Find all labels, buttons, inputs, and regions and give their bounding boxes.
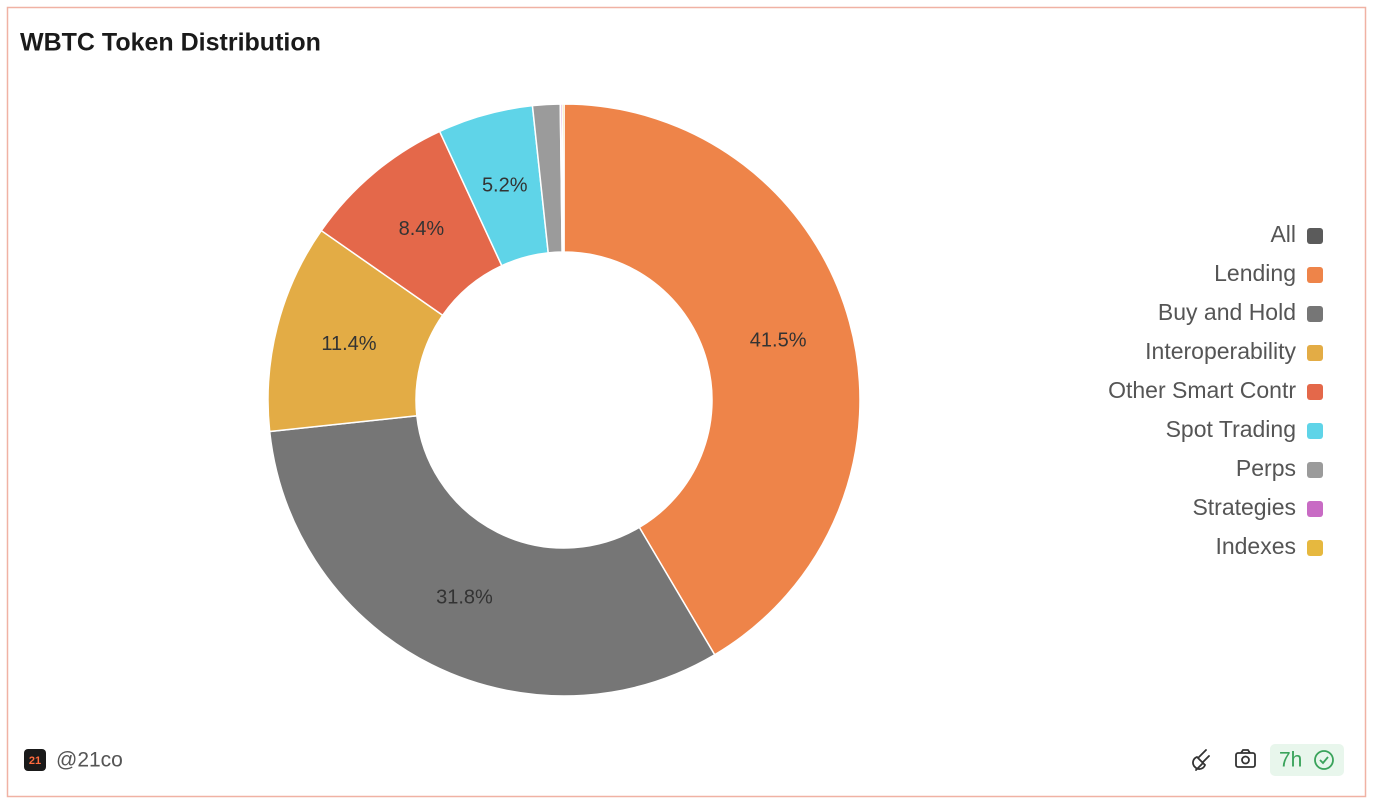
legend-swatch: [1307, 501, 1323, 517]
donut: 41.5% 31.8% 11.4% 8.4% 5.2%: [267, 103, 861, 697]
screenshot-icon[interactable]: [1235, 749, 1256, 768]
logo-text: 21: [29, 755, 41, 767]
legend-swatch: [1307, 345, 1323, 361]
data-label: 11.4%: [321, 333, 376, 355]
verified-icon: [1314, 750, 1334, 770]
legend: All Lending Buy and Hold Interoperability Ot…: [1108, 221, 1323, 559]
legend-label: Buy and Hold: [1158, 299, 1296, 325]
logo-badge: [24, 749, 46, 771]
legend-label: Perps: [1236, 455, 1296, 481]
legend-label: Indexes: [1215, 533, 1296, 559]
legend-swatch: [1307, 462, 1323, 478]
data-label: 41.5%: [750, 330, 807, 352]
embed-icon[interactable]: [1192, 749, 1210, 771]
legend-label: Other Smart Contr: [1108, 377, 1296, 403]
data-label: 5.2%: [482, 174, 528, 196]
legend-label: All: [1270, 221, 1296, 247]
chart-title: WBTC Token Distribution: [20, 29, 321, 57]
data-label: 31.8%: [436, 587, 493, 609]
legend-label: Interoperability: [1145, 338, 1296, 364]
slice: [563, 103, 861, 656]
legend-swatch: [1307, 267, 1323, 283]
legend-swatch: [1307, 540, 1323, 556]
legend-swatch: [1307, 228, 1323, 244]
legend-swatch: [1307, 306, 1323, 322]
data-label: 8.4%: [399, 218, 445, 240]
legend-label: Lending: [1214, 260, 1296, 286]
legend-label: Spot Trading: [1166, 416, 1296, 442]
slice: [268, 414, 716, 697]
handle[interactable]: @21co: [56, 749, 123, 772]
age: 7h: [1279, 749, 1302, 772]
legend-swatch: [1307, 384, 1323, 400]
slice: [561, 103, 565, 253]
legend-swatch: [1307, 423, 1323, 439]
legend-label: Strategies: [1192, 494, 1296, 520]
